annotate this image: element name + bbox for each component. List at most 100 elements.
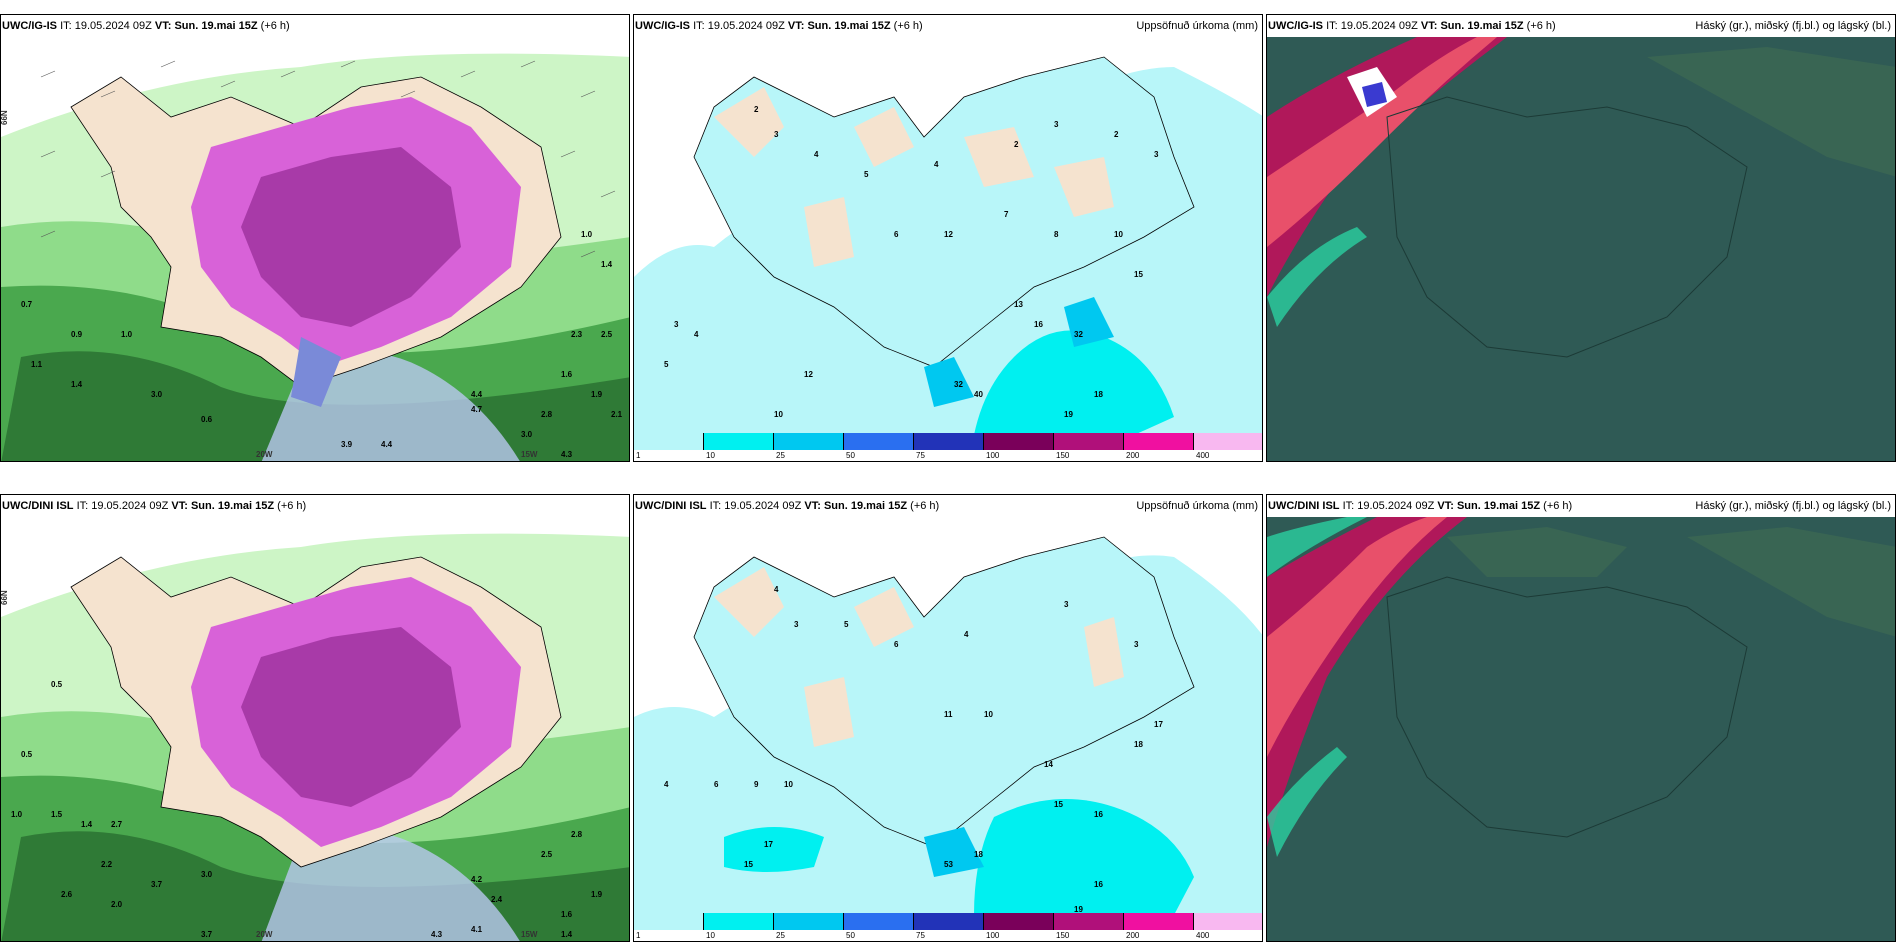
svg-text:5: 5	[864, 170, 869, 179]
svg-text:2: 2	[1114, 130, 1119, 139]
svg-text:4: 4	[814, 150, 819, 159]
svg-text:6: 6	[894, 230, 899, 239]
svg-text:2.5: 2.5	[541, 850, 553, 859]
colorbar-swatch	[704, 913, 774, 930]
svg-text:4: 4	[664, 780, 669, 789]
svg-text:4: 4	[964, 630, 969, 639]
lon-label-15: 15W	[521, 450, 538, 459]
colorbar-tick-label: 100	[986, 451, 1000, 460]
svg-text:18: 18	[974, 850, 983, 859]
colorbar-tick-label: 50	[846, 451, 855, 460]
svg-text:1.6: 1.6	[561, 370, 573, 379]
wind-barbs	[40, 60, 616, 258]
colorbar-swatch	[984, 433, 1054, 450]
colorbar-swatch	[984, 913, 1054, 930]
lat-label-66: 66N	[1, 110, 9, 125]
lat-label-66: 66N	[1, 590, 9, 605]
svg-text:3.0: 3.0	[201, 870, 213, 879]
cloud-map: 0.70.9 1.0 1.11.43.0 0.63.9 4.4 4.44.73.0 …	[1, 37, 629, 461]
svg-text:4.4: 4.4	[471, 390, 483, 399]
colorbar-swatch	[844, 913, 914, 930]
colorbar-swatch	[844, 433, 914, 450]
svg-text:10: 10	[1114, 230, 1123, 239]
svg-text:3: 3	[794, 620, 799, 629]
precip-colorbar: 1 10 25 50 75 100 150 200 400	[634, 913, 1262, 941]
svg-text:1.4: 1.4	[601, 260, 613, 269]
colorbar-swatch	[634, 913, 704, 930]
svg-text:10: 10	[784, 780, 793, 789]
svg-text:2.0: 2.0	[111, 900, 123, 909]
svg-text:6: 6	[714, 780, 719, 789]
svg-text:1.9: 1.9	[591, 890, 603, 899]
map-panel-precip-bottom: UWC/DINI ISL IT: 19.05.2024 09Z VT: Sun.…	[633, 494, 1263, 942]
map-panel-cloudlayers-top: UWC/IG-IS IT: 19.05.2024 09Z VT: Sun. 19…	[1266, 14, 1896, 462]
colorbar-swatch	[914, 913, 984, 930]
map-panel-cloud-bottom: UWC/DINI ISL IT: 19.05.2024 09Z VT: Sun.…	[0, 494, 630, 942]
colorbar-swatch	[1124, 433, 1194, 450]
map-panel-cloud-top: UWC/IG-IS IT: 19.05.2024 09Z VT: Sun. 19…	[0, 14, 630, 462]
colorbar-tick-label: 200	[1126, 931, 1140, 940]
colorbar-tick-label: 25	[776, 451, 785, 460]
svg-text:32: 32	[1074, 330, 1083, 339]
svg-text:2.4: 2.4	[491, 895, 503, 904]
svg-text:13: 13	[1014, 300, 1023, 309]
svg-text:4.3: 4.3	[431, 930, 443, 939]
svg-text:4.1: 4.1	[471, 925, 483, 934]
svg-text:1.0: 1.0	[581, 230, 593, 239]
svg-text:9: 9	[754, 780, 759, 789]
svg-text:19: 19	[1064, 410, 1073, 419]
colorbar-tick-label: 50	[846, 931, 855, 940]
svg-text:1.1: 1.1	[31, 360, 43, 369]
panel-header: UWC/DINI ISL IT: 19.05.2024 09Z VT: Sun.…	[2, 500, 307, 512]
svg-text:10: 10	[774, 410, 783, 419]
colorbar-tick-label: 150	[1056, 931, 1070, 940]
svg-text:0.9: 0.9	[71, 330, 83, 339]
svg-text:17: 17	[764, 840, 773, 849]
svg-text:53: 53	[944, 860, 953, 869]
colorbar-swatch	[1194, 913, 1262, 930]
svg-text:4: 4	[774, 585, 779, 594]
svg-text:16: 16	[1034, 320, 1043, 329]
colorbar-swatch	[704, 433, 774, 450]
svg-text:4.4: 4.4	[381, 440, 393, 449]
colorbar-tick-label: 200	[1126, 451, 1140, 460]
svg-text:5: 5	[664, 360, 669, 369]
svg-text:1.9: 1.9	[591, 390, 603, 399]
svg-text:4: 4	[694, 330, 699, 339]
svg-text:0.5: 0.5	[51, 680, 63, 689]
map-panel-precip-top: UWC/IG-IS IT: 19.05.2024 09Z VT: Sun. 19…	[633, 14, 1263, 462]
colorbar-tick-label: 400	[1196, 931, 1210, 940]
svg-text:15: 15	[1054, 800, 1063, 809]
svg-text:3.0: 3.0	[151, 390, 163, 399]
svg-text:1.5: 1.5	[51, 810, 63, 819]
panel-header: UWC/IG-IS IT: 19.05.2024 09Z VT: Sun. 19…	[1268, 20, 1891, 32]
map-panel-cloudlayers-bottom: UWC/DINI ISL IT: 19.05.2024 09Z VT: Sun.…	[1266, 494, 1896, 942]
colorbar-tick-label: 10	[706, 451, 715, 460]
svg-text:3: 3	[774, 130, 779, 139]
svg-text:16: 16	[1094, 880, 1103, 889]
svg-text:3.7: 3.7	[201, 930, 213, 939]
svg-text:2: 2	[754, 105, 759, 114]
svg-text:18: 18	[1134, 740, 1143, 749]
svg-text:15: 15	[744, 860, 753, 869]
svg-text:1.4: 1.4	[81, 820, 93, 829]
svg-text:40: 40	[974, 390, 983, 399]
colorbar-swatch	[1124, 913, 1194, 930]
precip-map: 4 3 5 6 4 3 3 11 10 14 15 16 18 17 17 15 53 18 16 19 4…	[634, 517, 1262, 915]
svg-text:1.6: 1.6	[561, 910, 573, 919]
lon-label-20: 20W	[256, 450, 273, 459]
colorbar-tick-label: 25	[776, 931, 785, 940]
svg-text:0.5: 0.5	[21, 750, 33, 759]
svg-text:2: 2	[1014, 140, 1019, 149]
colorbar-tick-label: 75	[916, 451, 925, 460]
svg-text:16: 16	[1094, 810, 1103, 819]
svg-text:2.2: 2.2	[101, 860, 113, 869]
svg-text:8: 8	[1054, 230, 1059, 239]
svg-text:1.0: 1.0	[11, 810, 23, 819]
svg-text:2.5: 2.5	[601, 330, 613, 339]
panel-header: UWC/IG-IS IT: 19.05.2024 09Z VT: Sun. 19…	[2, 20, 290, 32]
colorbar-swatch	[1194, 433, 1262, 450]
svg-text:14: 14	[1044, 760, 1053, 769]
svg-text:6: 6	[894, 640, 899, 649]
